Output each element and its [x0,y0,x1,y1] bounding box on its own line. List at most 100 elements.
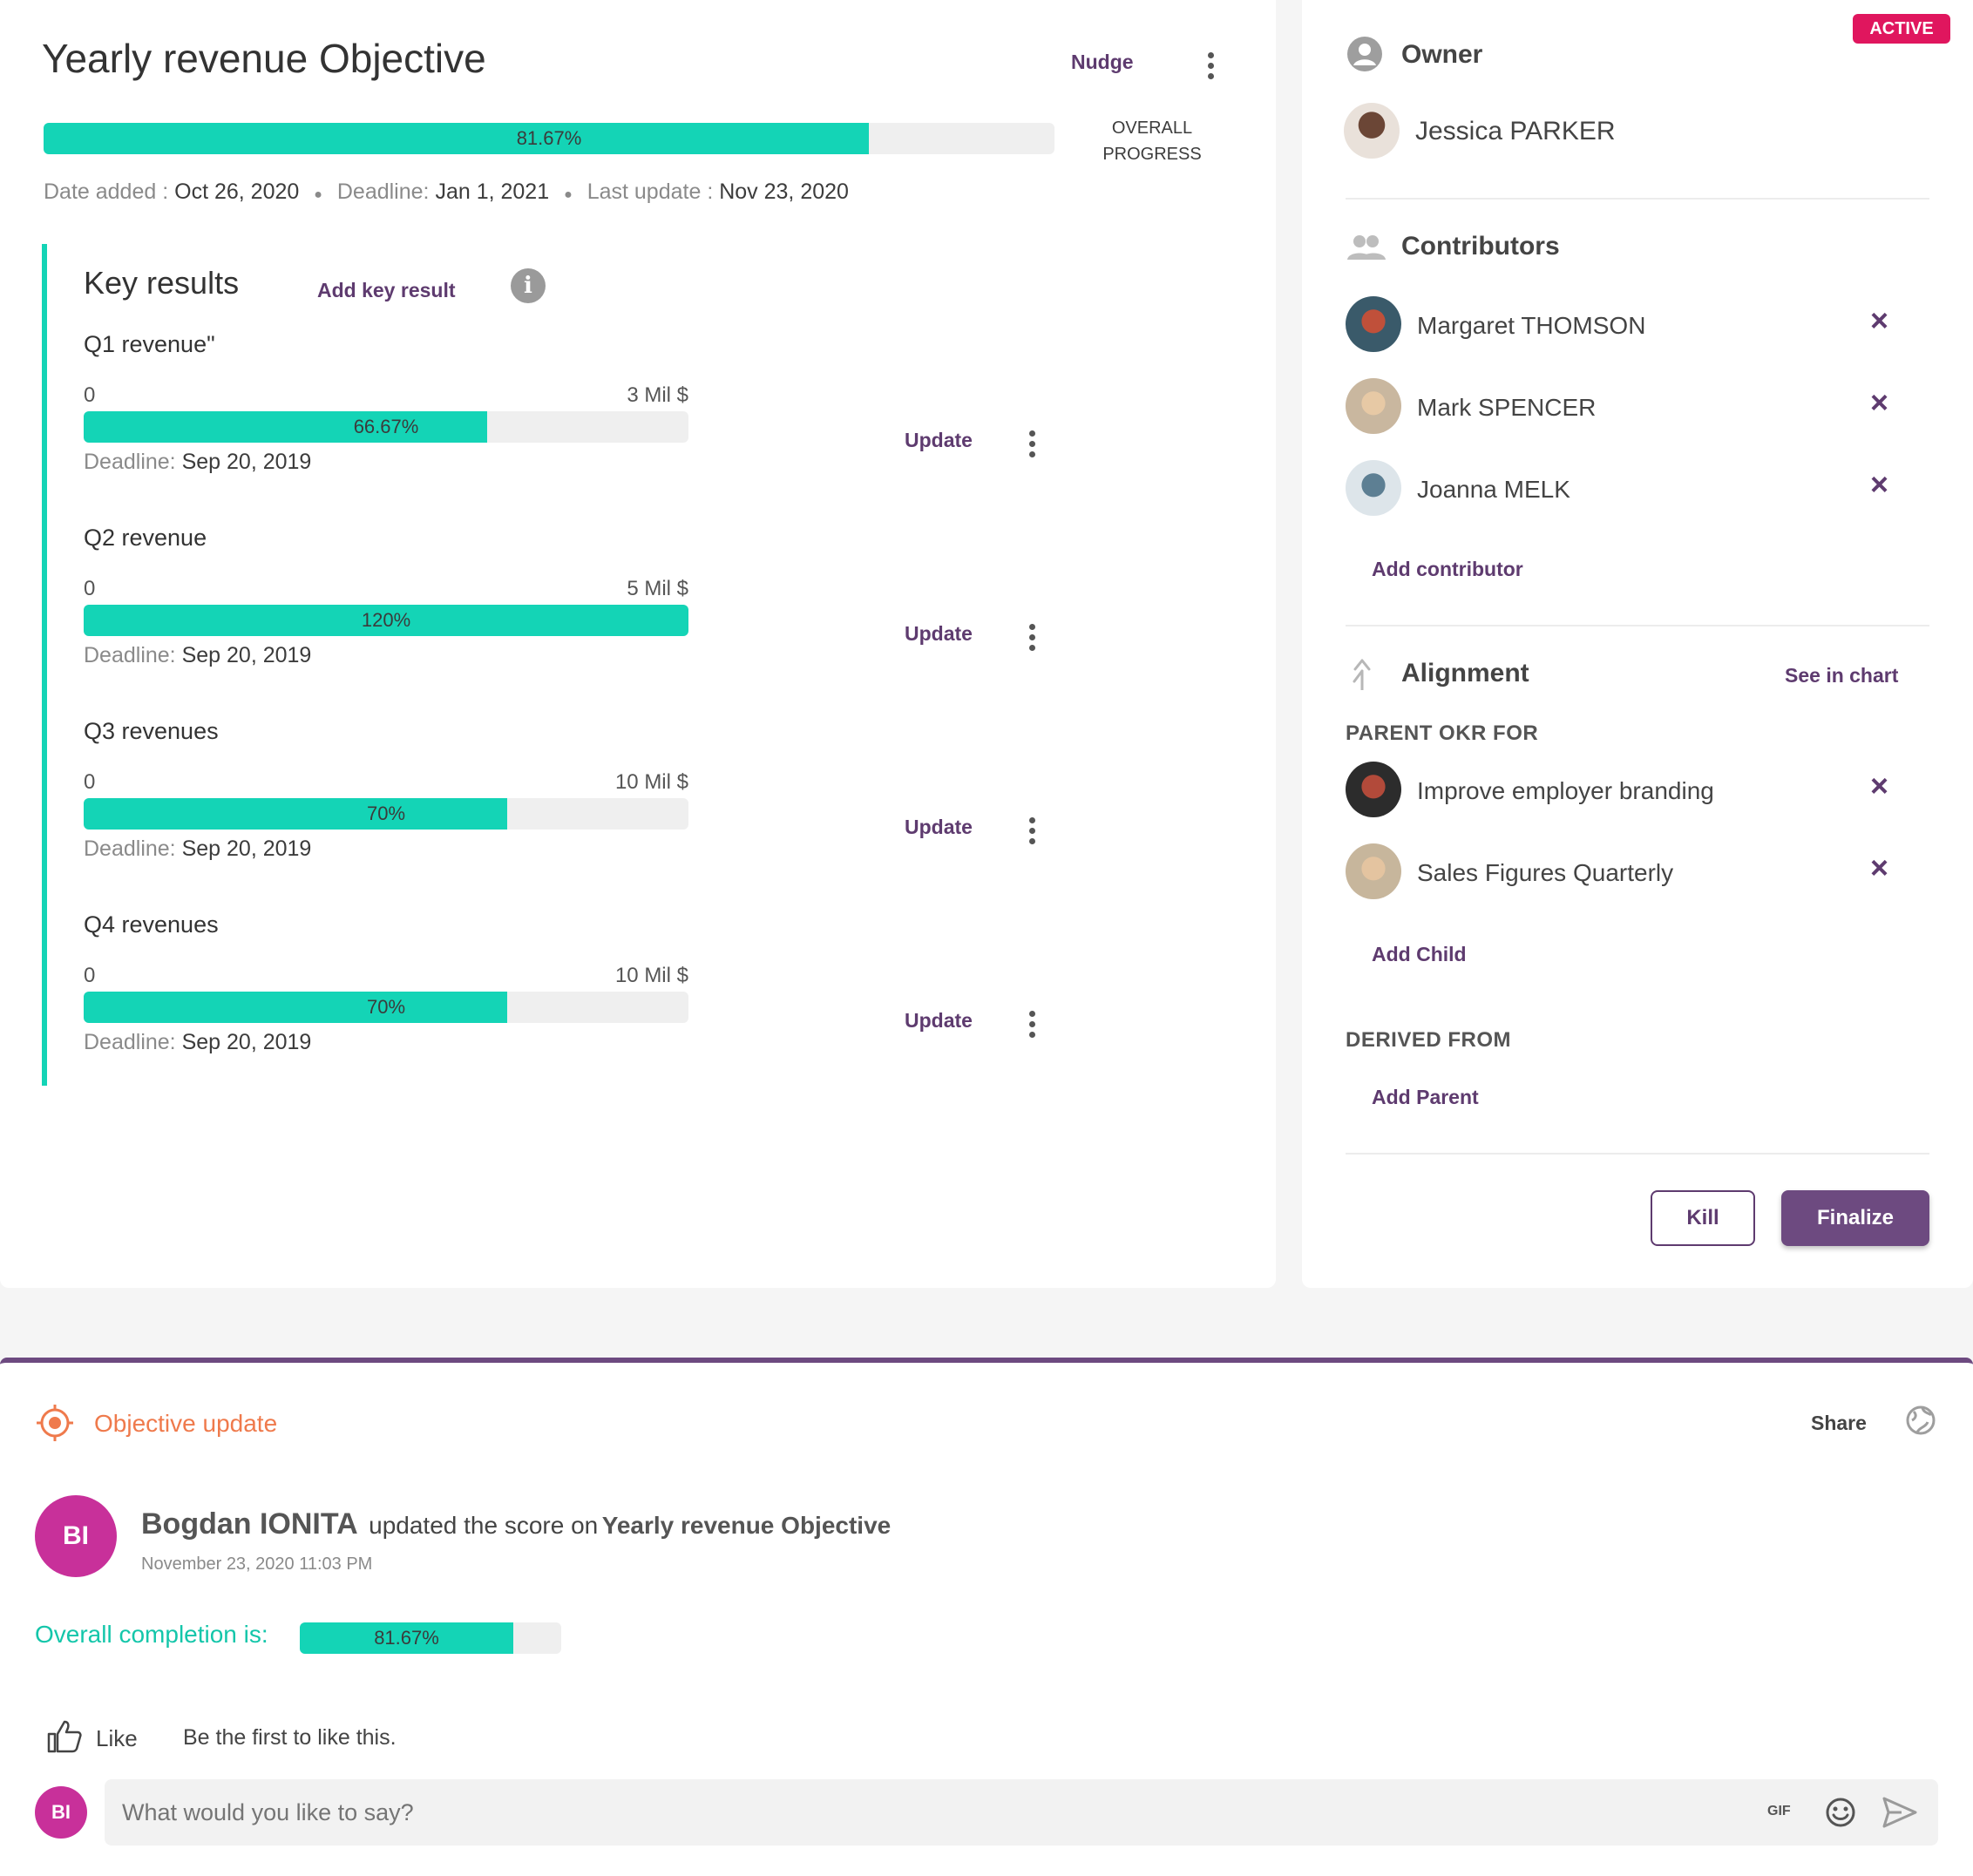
key-result-progress-fill [84,798,507,830]
key-result-deadline-label: Deadline: [84,836,176,861]
kill-button[interactable]: Kill [1651,1190,1755,1246]
divider [1346,625,1929,626]
key-result-deadline-value: Sep 20, 2019 [181,1030,312,1054]
thumbs-up-icon[interactable] [47,1720,82,1753]
add-parent-link[interactable]: Add Parent [1372,1086,1479,1108]
key-result-menu-icon[interactable] [1029,1011,1036,1042]
key-result-menu-icon[interactable] [1029,430,1036,462]
update-button[interactable]: Update [905,429,973,451]
update-button[interactable]: Update [905,1009,973,1032]
contributor-avatar [1346,296,1401,352]
key-result-progress-fill [84,411,487,443]
gif-button[interactable]: GIF [1767,1804,1791,1818]
derived-from-heading: DERIVED FROM [1346,1028,1512,1052]
overall-progress-line1: OVERALL [1111,119,1193,138]
parent-okr-avatar [1346,762,1401,817]
target-objective-link[interactable]: Yearly revenue Objective [601,1512,892,1539]
key-result-deadline-label: Deadline: [84,450,176,474]
contributor-name[interactable]: Mark SPENCER [1417,394,1597,421]
parent-okr-name[interactable]: Improve employer branding [1417,777,1714,804]
contributor-name[interactable]: Joanna MELK [1417,476,1570,503]
key-result-menu-icon[interactable] [1029,624,1036,655]
key-result-deadline: Deadline: Sep 20, 2019 [84,450,311,475]
key-result-deadline-value: Sep 20, 2019 [181,643,312,667]
nudge-button[interactable]: Nudge [1071,51,1134,73]
add-child-link[interactable]: Add Child [1372,943,1467,965]
update-button[interactable]: Update [905,816,973,838]
action-text: updated the score on [369,1512,599,1539]
objective-card: Yearly revenue Objective Nudge 81.67% OV… [0,0,1276,1288]
objective-update-feed: Objective update Share BI Bogdan IONITA … [0,1358,1973,1876]
last-update-value: Nov 23, 2020 [719,179,849,204]
divider [1346,1153,1929,1155]
share-button[interactable]: Share [1811,1412,1867,1434]
parent-okr-name[interactable]: Sales Figures Quarterly [1417,859,1674,886]
feed-timestamp: November 23, 2020 11:03 PM [141,1554,373,1574]
remove-contributor-icon[interactable]: × [1870,384,1889,420]
comment-input[interactable] [122,1779,1726,1846]
key-result-progress-bar: 70% [84,798,688,830]
feed-section-title: Objective update [94,1410,278,1437]
key-result-name: Q4 revenues [84,911,219,938]
deadline-value: Jan 1, 2021 [435,179,550,204]
add-contributor-link[interactable]: Add contributor [1372,558,1523,580]
contributor-name[interactable]: Margaret THOMSON [1417,312,1646,339]
see-in-chart-link[interactable]: See in chart [1785,664,1899,687]
add-key-result-link[interactable]: Add key result [317,279,456,301]
key-result-max: 3 Mil $ [627,383,688,407]
contributor-avatar [1346,378,1401,434]
remove-contributor-icon[interactable]: × [1870,302,1889,338]
key-result-min: 0 [84,770,96,794]
like-button[interactable]: Like [96,1725,138,1751]
owner-avatar [1344,103,1400,159]
author-name[interactable]: Bogdan IONITA [141,1507,358,1541]
remove-contributor-icon[interactable]: × [1870,466,1889,502]
contributors-title: Contributors [1401,232,1560,261]
completion-percent: 81.67% [374,1627,439,1649]
update-button[interactable]: Update [905,622,973,645]
alignment-icon [1353,659,1371,690]
date-added-label: Date added : [44,179,169,204]
key-result-max: 10 Mil $ [614,964,688,987]
objective-meta: Date added : Oct 26, 2020 ● Deadline: Ja… [44,179,849,205]
comment-box: GIF [105,1779,1938,1846]
divider [1346,198,1929,200]
key-result-name: Q1 revenue" [84,331,215,357]
meta-separator: ● [564,187,573,202]
objective-progress-label: 81.67% [516,127,582,149]
contributors-icon [1347,235,1386,260]
key-result-progress-fill [84,992,507,1023]
emoji-icon[interactable] [1825,1797,1856,1828]
send-icon[interactable] [1882,1797,1917,1828]
key-result-max: 5 Mil $ [627,577,688,600]
remove-parent-okr-icon[interactable]: × [1870,768,1889,803]
key-result-progress-bar: 66.67% [84,411,688,443]
key-result-deadline-value: Sep 20, 2019 [181,836,312,861]
remove-parent-okr-icon[interactable]: × [1870,850,1889,885]
key-result-progress-bar: 120% [84,605,688,636]
commenter-avatar: BI [35,1786,87,1839]
key-result-deadline: Deadline: Sep 20, 2019 [84,1030,311,1055]
last-update-label: Last update : [586,179,714,204]
owner-icon [1347,37,1382,71]
parent-okr-heading: PARENT OKR FOR [1346,721,1539,745]
key-result-name: Q2 revenue [84,525,207,551]
details-panel: ACTIVE Owner Jessica PARKER Contributors… [1302,0,1973,1288]
key-result-min: 0 [84,577,96,600]
key-result-deadline-label: Deadline: [84,643,176,667]
owner-name[interactable]: Jessica PARKER [1415,117,1616,146]
key-result-menu-icon[interactable] [1029,817,1036,849]
status-badge: ACTIVE [1853,14,1950,44]
contributor-avatar [1346,460,1401,516]
objective-progress-bar: 81.67% [44,123,1054,154]
completion-bar: 81.67% [300,1622,561,1654]
author-avatar[interactable]: BI [35,1495,117,1577]
objective-menu-icon[interactable] [1208,52,1215,84]
key-result-deadline-value: Sep 20, 2019 [181,450,312,474]
info-icon[interactable]: i [511,268,546,303]
key-result-percent: 120% [361,609,411,631]
globe-icon[interactable] [1905,1405,1936,1436]
alignment-title: Alignment [1401,659,1529,687]
finalize-button[interactable]: Finalize [1781,1190,1929,1246]
completion-fill [300,1622,513,1654]
